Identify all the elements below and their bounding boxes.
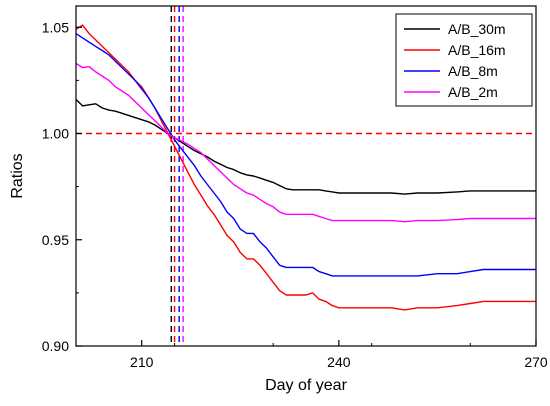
legend: A/B_30m A/B_16m A/B_8m A/B_2m [395,13,533,107]
x-tick-label: 240 [327,354,351,370]
y-tick-label: 1.00 [42,126,69,142]
axes: 210 240 270 0.90 0.95 1.00 1.05 [42,19,548,370]
x-tick-label: 270 [524,354,548,370]
y-tick-label: 0.90 [42,338,69,354]
legend-label: A/B_16m [448,42,506,58]
legend-label: A/B_8m [448,63,498,79]
x-axis-title: Day of year [265,377,347,394]
legend-label: A/B_2m [448,84,498,100]
plot-area [75,6,536,346]
x-tick-label: 210 [130,354,154,370]
series-line-A/B_8m [75,33,536,277]
y-tick-label: 0.95 [42,232,69,248]
plot-frame [75,5,537,347]
series-line-A/B_2m [75,62,536,223]
y-tick-label: 1.05 [42,19,69,35]
legend-label: A/B_30m [448,21,506,37]
series-line-A/B_30m [75,98,536,195]
y-axis-title: Ratios [9,153,26,198]
